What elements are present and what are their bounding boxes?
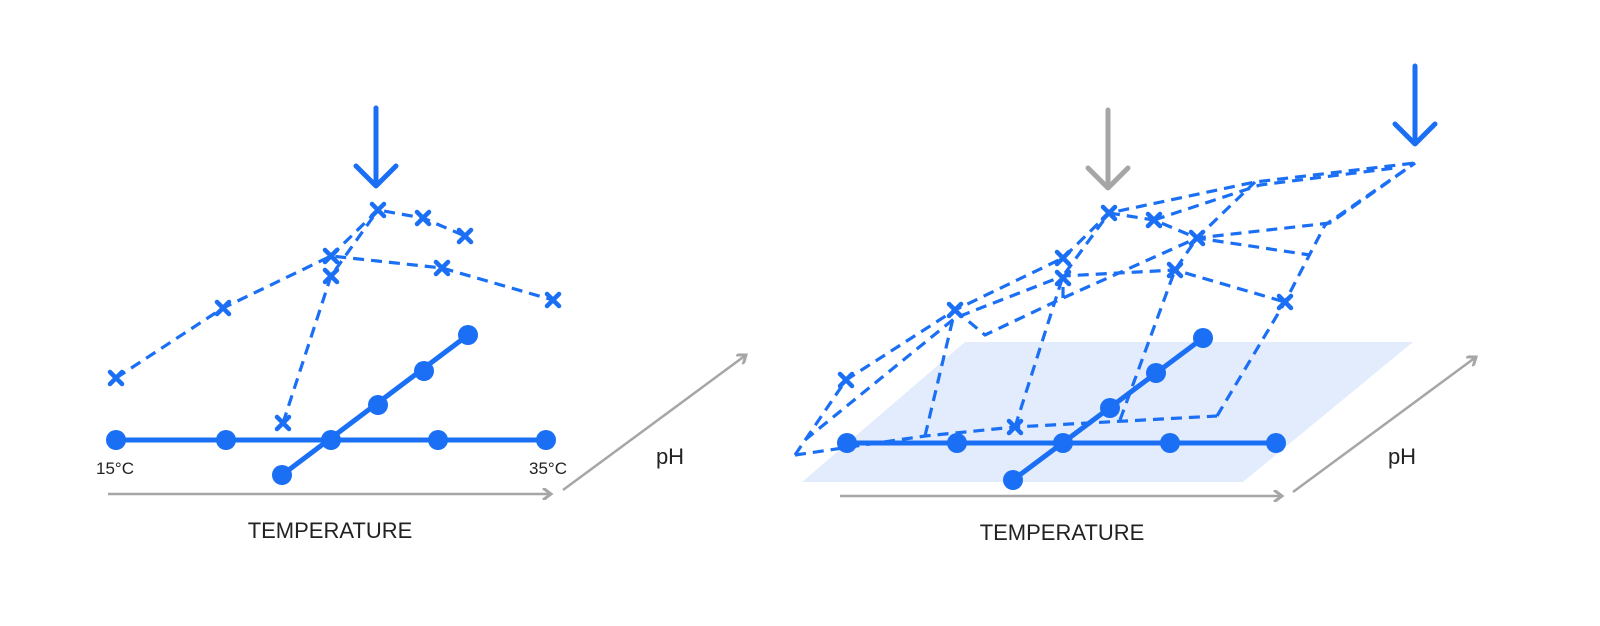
sample-x-marker — [1006, 418, 1024, 436]
data-point-dot — [414, 361, 434, 381]
data-point-dot — [272, 465, 292, 485]
sample-x-marker — [274, 414, 292, 432]
data-point-dot — [368, 395, 388, 415]
left-ph-axis-label: pH — [656, 444, 684, 469]
sample-x-marker — [1166, 261, 1184, 279]
right-panel — [793, 63, 1476, 496]
sample-x-marker — [837, 371, 855, 389]
data-point-dot — [458, 325, 478, 345]
ph-axis-arrow — [562, 355, 746, 492]
sample-x-marker — [946, 301, 964, 319]
data-point-dot — [1100, 398, 1120, 418]
sample-x-marker — [433, 259, 451, 277]
data-point-dot — [947, 433, 967, 453]
sample-x-marker — [1188, 229, 1206, 247]
dashed-ph-path — [281, 209, 380, 424]
data-point-dot — [428, 430, 448, 450]
data-point-dot — [321, 430, 341, 450]
sample-x-marker — [544, 291, 562, 309]
data-point-dot — [1053, 433, 1073, 453]
data-point-dot — [837, 433, 857, 453]
sample-x-marker — [322, 247, 340, 265]
data-point-dot — [1160, 433, 1180, 453]
left-panel — [106, 105, 746, 494]
ph-axis-arrow — [1292, 357, 1476, 494]
sample-x-marker — [322, 267, 340, 285]
sample-x-marker — [369, 201, 387, 219]
data-point-dot — [1146, 363, 1166, 383]
response-surface-mesh-line — [923, 309, 957, 437]
data-point-dot — [106, 430, 126, 450]
response-surface-mesh-line — [1153, 166, 1396, 222]
dashed-temperature-path — [115, 254, 554, 380]
response-surface-mesh-line — [953, 161, 1416, 337]
global-optimum-arrow-icon — [1392, 63, 1438, 147]
temp-min-label: 15°C — [96, 459, 134, 478]
sample-x-marker — [1276, 293, 1294, 311]
sample-x-marker — [107, 369, 125, 387]
optimum-arrow-icon — [353, 105, 399, 189]
right-ph-axis-label: pH — [1388, 444, 1416, 469]
left-temperature-axis-label: TEMPERATURE — [248, 518, 413, 543]
data-point-dot — [536, 430, 556, 450]
temp-max-label: 35°C — [529, 459, 567, 478]
sample-x-marker — [1054, 249, 1072, 267]
sample-x-marker — [456, 227, 474, 245]
data-point-dot — [1193, 328, 1213, 348]
sample-x-marker — [1145, 211, 1163, 229]
sample-x-marker — [1054, 269, 1072, 287]
response-surface-mesh-line — [1118, 180, 1257, 421]
sample-x-marker — [1100, 204, 1118, 222]
response-surface-mesh-line — [1108, 211, 1311, 257]
response-surface-mesh-line — [1215, 161, 1416, 417]
dashed-upper-path — [329, 208, 466, 258]
sample-x-marker — [214, 299, 232, 317]
data-point-dot — [1003, 470, 1023, 490]
sample-x-marker — [414, 209, 432, 227]
data-point-dot — [216, 430, 236, 450]
data-point-dot — [1266, 433, 1286, 453]
right-temperature-axis-label: TEMPERATURE — [980, 520, 1145, 545]
local-optimum-arrow-icon — [1085, 107, 1131, 191]
